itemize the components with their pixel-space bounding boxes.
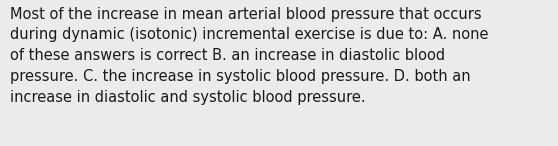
Text: Most of the increase in mean arterial blood pressure that occurs
during dynamic : Most of the increase in mean arterial bl… bbox=[10, 7, 489, 105]
